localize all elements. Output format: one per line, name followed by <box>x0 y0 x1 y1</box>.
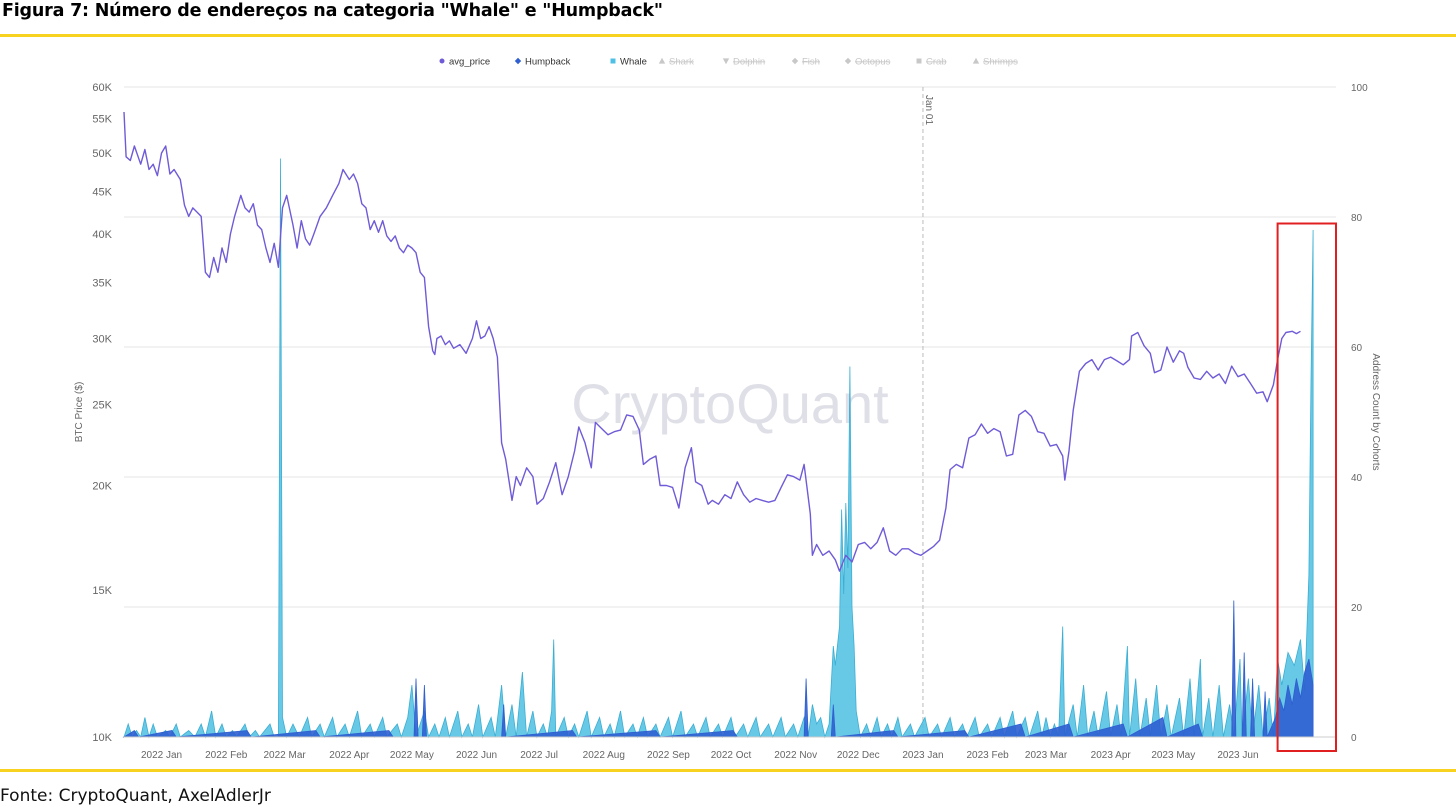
x-tick-label: 2022 Jun <box>456 750 497 761</box>
whale-area-path <box>123 158 1314 739</box>
humpback-area-path <box>122 600 1314 738</box>
legend[interactable]: avg_price Humpback Whale Shark Dolphin Fish Oc… <box>439 57 1019 68</box>
x-tick-label: 2022 Apr <box>329 750 370 761</box>
x-tick-label: 2023 Jan <box>902 750 943 761</box>
legend-item-humpback[interactable]: Humpback <box>514 57 571 68</box>
highlight-box <box>1276 222 1337 752</box>
y-left-axis-title: BTC Price ($) <box>74 382 85 443</box>
x-tick-label: 2023 Apr <box>1091 750 1132 761</box>
legend-label: Fish <box>802 57 820 68</box>
price-line <box>123 111 1301 572</box>
legend-label: Octopus <box>855 57 891 68</box>
x-tick-label: 2022 Feb <box>205 750 248 761</box>
y-right-tick-label: 100 <box>1351 83 1368 94</box>
legend-item-shrimps[interactable]: Shrimps <box>972 57 1018 68</box>
x-tick-label: 2022 Aug <box>583 750 625 761</box>
legend-marker <box>439 58 445 64</box>
axes: 0 20 40 60 80 100 10K 15K 20K 25K 30K 35K 40K 45K 50K 5… <box>74 82 1381 761</box>
legend-item-whale[interactable]: Whale <box>610 57 647 68</box>
y-right-tick-label: 60 <box>1351 343 1363 354</box>
x-tick-label: 2022 Nov <box>774 750 817 761</box>
legend-marker <box>916 58 922 64</box>
legend-item-crab[interactable]: Crab <box>916 57 947 68</box>
y-left-tick-label: 15K <box>92 585 112 597</box>
whale-area <box>123 158 1314 739</box>
marker-line: Jan 01 <box>922 87 934 737</box>
y-right-axis-title: Address Count by Cohorts <box>1370 353 1381 470</box>
legend-marker <box>972 57 980 64</box>
legend-label: Crab <box>926 57 947 68</box>
y-left-tick-label: 20K <box>92 481 112 493</box>
y-left-tick-label: 45K <box>92 186 112 198</box>
y-left-tick-label: 35K <box>92 278 112 290</box>
y-left-tick-label: 10K <box>92 732 112 744</box>
y-right-tick-label: 0 <box>1351 733 1357 744</box>
avg-price-line <box>123 111 1301 572</box>
x-tick-label: 2022 Jan <box>141 750 182 761</box>
legend-item-octopus[interactable]: Octopus <box>844 57 891 68</box>
x-tick-label: 2023 Mar <box>1025 750 1068 761</box>
legend-marker <box>610 58 616 64</box>
legend-label: Whale <box>620 57 647 68</box>
legend-label: Shark <box>669 57 694 68</box>
y-left-tick-label: 30K <box>92 333 112 345</box>
legend-label: Shrimps <box>983 57 1018 68</box>
humpback-area <box>122 600 1314 738</box>
figure-title: Figura 7: Número de endereços na categor… <box>2 1 663 21</box>
legend-marker <box>844 57 852 65</box>
legend-item-dolphin[interactable]: Dolphin <box>722 57 765 68</box>
top-rule <box>0 34 1456 37</box>
legend-item-avg_price[interactable]: avg_price <box>439 57 491 68</box>
watermark: CryptoQuant <box>571 372 889 435</box>
legend-item-shark[interactable]: Shark <box>658 57 694 68</box>
y-left-tick-label: 55K <box>92 114 112 126</box>
legend-marker <box>791 57 799 65</box>
legend-label: avg_price <box>449 57 490 68</box>
legend-marker <box>514 57 522 65</box>
x-tick-label: 2022 Mar <box>264 750 307 761</box>
y-right-tick-label: 40 <box>1351 473 1363 484</box>
x-tick-label: 2023 Feb <box>966 750 1009 761</box>
legend-marker <box>722 58 730 65</box>
x-tick-label: 2022 Oct <box>711 750 752 761</box>
y-right-tick-label: 20 <box>1351 603 1363 614</box>
x-tick-label: 2022 May <box>390 750 434 761</box>
x-tick-label: 2023 May <box>1151 750 1195 761</box>
x-tick-label: 2022 Sep <box>647 750 690 761</box>
x-tick-label: 2022 Jul <box>520 750 558 761</box>
x-tick-label: 2022 Dec <box>837 750 880 761</box>
y-left-tick-label: 40K <box>92 229 112 241</box>
x-tick-label: 2023 Jun <box>1217 750 1258 761</box>
y-right-tick-label: 80 <box>1351 213 1363 224</box>
y-left-tick-label: 25K <box>92 400 112 412</box>
highlight-rect <box>1276 222 1337 752</box>
legend-marker <box>658 57 666 64</box>
legend-item-fish[interactable]: Fish <box>791 57 820 68</box>
legend-label: Dolphin <box>733 57 765 68</box>
legend-label: Humpback <box>525 57 571 68</box>
bottom-rule <box>0 769 1456 772</box>
y-left-tick-label: 50K <box>92 148 112 160</box>
figure-source: Fonte: CryptoQuant, AxelAdlerJr <box>0 786 271 806</box>
chart: CryptoQuant Jan 01 0 20 40 60 80 100 10K 15K 20K… <box>74 57 1381 762</box>
y-left-tick-label: 60K <box>92 82 112 94</box>
marker-line-label: Jan 01 <box>923 95 934 125</box>
